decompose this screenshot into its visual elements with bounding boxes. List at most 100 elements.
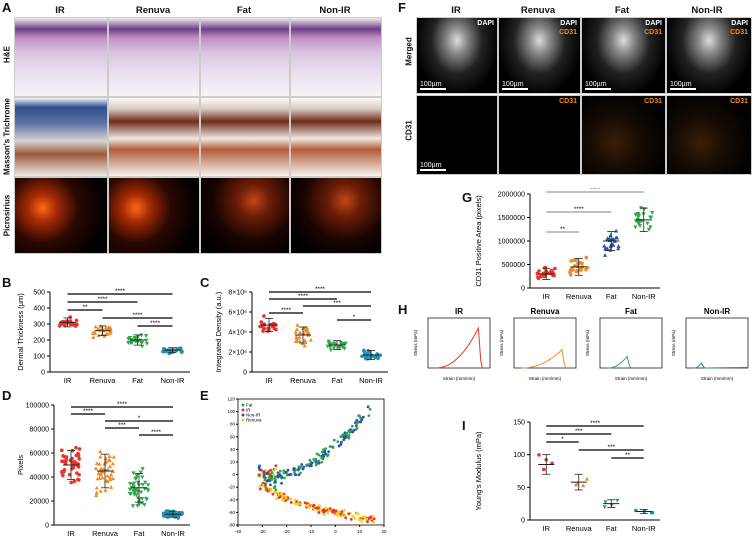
data-point [144, 497, 149, 502]
data-point [271, 492, 275, 496]
data-point [310, 461, 314, 465]
panel-label-i: I [462, 418, 466, 433]
data-point [278, 469, 282, 473]
data-point [265, 479, 269, 483]
x-tick-label: Non-IR [632, 524, 656, 533]
data-point [139, 341, 144, 346]
y-tick-label: 2000000 [498, 192, 525, 199]
data-point [109, 472, 114, 477]
data-point [99, 326, 105, 331]
subplot-title: Renuva [531, 307, 560, 316]
panel-a-col-nonir: Non-IR [319, 5, 351, 16]
panel-label-g: G [462, 190, 473, 205]
data-point [367, 414, 371, 417]
scale-bar: 100µm [420, 162, 446, 171]
data-point [259, 320, 264, 325]
merged-image-nonir: DAPI CD31 100µm [666, 17, 752, 94]
data-point [274, 491, 278, 494]
data-point [133, 489, 138, 494]
cd31-image-renuva: CD31 [498, 95, 581, 175]
stress-strain-curve [607, 355, 632, 369]
data-point [615, 498, 620, 503]
data-point [616, 246, 621, 251]
data-point [146, 483, 151, 488]
data-point [336, 440, 340, 444]
data-point [342, 508, 346, 512]
data-point [108, 330, 113, 335]
he-image-fat [200, 17, 290, 97]
legend-label: Non-IR [246, 413, 261, 418]
data-point [355, 421, 359, 424]
significance-stars: **** [151, 429, 162, 436]
data-point [134, 476, 139, 481]
panel-label-b: B [2, 275, 12, 290]
data-point [298, 502, 302, 506]
data-point [293, 339, 299, 344]
data-point [262, 314, 266, 318]
data-point [296, 502, 300, 506]
significance-stars: **** [298, 293, 309, 300]
data-point [362, 348, 366, 353]
data-point [287, 473, 291, 477]
data-point [317, 453, 321, 457]
y-tick-label: 0 [41, 370, 45, 377]
data-point [293, 473, 297, 476]
cd31-label: CD31 [730, 29, 748, 36]
y-tick-label: 40 [230, 447, 236, 452]
x-axis-label: Strain (mm/mm) [701, 376, 734, 381]
significance-stars: * [353, 314, 356, 321]
data-point [259, 468, 263, 472]
data-point [107, 464, 113, 469]
data-point [75, 322, 79, 327]
chart-b-dermal-thickness: 0 100 200 300 400 500 Dermal Thickness (µm) IR R… [16, 288, 190, 385]
panel-f-col-fat: Fat [614, 5, 630, 16]
x-tick-label: -30 [259, 529, 266, 534]
data-point [602, 505, 607, 510]
data-point [74, 318, 79, 323]
x-tick-label: Renuva [92, 529, 119, 538]
data-point [126, 337, 131, 341]
data-point [77, 447, 82, 451]
x-tick-label: IR [67, 529, 75, 538]
data-point [275, 497, 278, 501]
x-tick-label: IR [64, 376, 72, 385]
data-point [293, 498, 297, 502]
merged-image-ir: DAPI 100µm [416, 17, 498, 94]
y-tick-label: 100 [33, 354, 45, 361]
data-point [611, 237, 616, 241]
x-tick-label: Renuva [90, 376, 117, 385]
data-point [295, 322, 300, 327]
scale-bar: 100µm [502, 81, 528, 90]
y-tick-label: 6×10⁶ [228, 310, 247, 317]
data-point [110, 461, 115, 466]
data-point [94, 493, 99, 497]
data-point [130, 504, 136, 509]
data-point [372, 520, 375, 524]
panel-a-row-masson: Masson's Trichrome [2, 97, 12, 176]
significance-stars: **** [83, 408, 94, 415]
data-point [314, 463, 318, 467]
y-tick-label: -80 [228, 523, 235, 528]
x-tick-label: Renuva [566, 524, 593, 533]
data-point [289, 501, 293, 504]
masson-image-renuva [108, 97, 200, 177]
significance-stars: **** [117, 401, 128, 408]
data-point [542, 265, 547, 270]
subplot-title: Fat [625, 307, 637, 316]
y-axis-label: Integrated Density (a.u.) [214, 291, 223, 372]
data-point [140, 483, 145, 487]
data-point [103, 488, 108, 492]
data-point [74, 445, 78, 450]
data-point [611, 243, 616, 247]
data-point [179, 348, 183, 353]
data-point [361, 515, 365, 519]
data-point [280, 498, 284, 502]
legend-marker [241, 413, 245, 417]
y-tick-label: 50 [517, 485, 525, 492]
data-point [91, 335, 96, 340]
y-tick-label: 4×10⁶ [228, 330, 247, 337]
data-point [61, 473, 65, 478]
y-axis-label: Stress (mPa) [413, 329, 418, 356]
data-point [143, 480, 148, 485]
data-point [262, 474, 266, 478]
